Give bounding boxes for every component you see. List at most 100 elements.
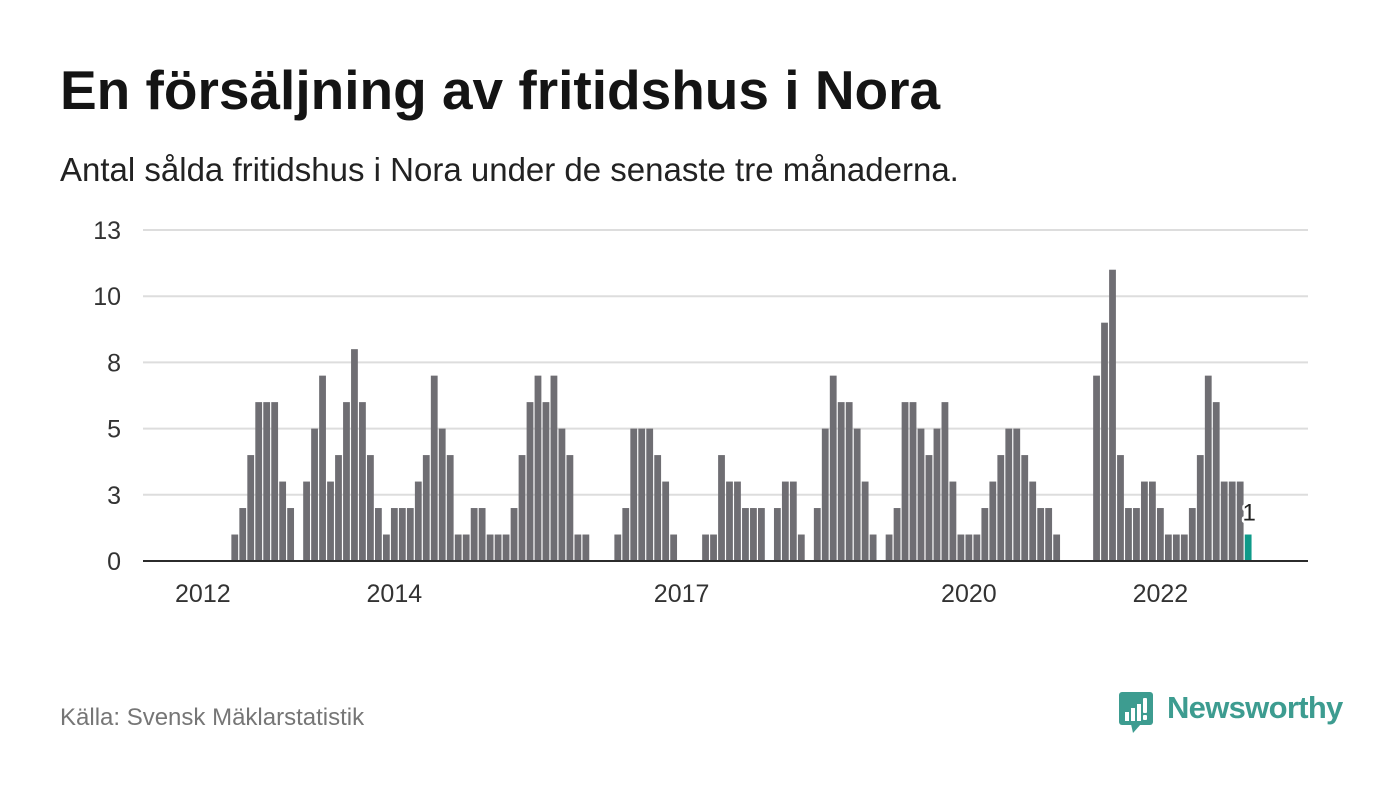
bar-2019-09 <box>933 428 941 561</box>
bar-2021-05 <box>1093 375 1100 561</box>
bar-2021-09 <box>1125 508 1132 561</box>
x-tick-label: 2012 <box>175 580 231 608</box>
bar-2014-10 <box>462 534 470 561</box>
bar-2012-11 <box>279 481 287 561</box>
bar-2019-04 <box>893 508 901 561</box>
bar-2015-02 <box>494 534 502 561</box>
bar-2020-08 <box>1021 455 1029 561</box>
bar-2015-01 <box>486 534 494 561</box>
bar-2016-01 <box>582 534 590 561</box>
bar-2022-03 <box>1172 534 1180 561</box>
bar-2015-06 <box>526 402 534 561</box>
bar-2015-03 <box>502 534 510 561</box>
latest-value-label: 1 <box>1242 500 1255 527</box>
bar-2019-08 <box>925 455 933 561</box>
bar-2016-07 <box>630 428 638 561</box>
bar-2014-08 <box>446 455 454 561</box>
bar-2020-04 <box>989 481 997 561</box>
newsworthy-logo-icon <box>1119 692 1153 733</box>
bar-2014-09 <box>454 534 462 561</box>
bar-2013-12 <box>382 534 390 561</box>
bar-2017-11 <box>758 508 765 561</box>
highlighted-bar-2022-12 <box>1244 534 1252 561</box>
bar-2017-05 <box>710 534 717 561</box>
bar-2013-05 <box>327 481 334 561</box>
bar-2018-04 <box>797 534 805 561</box>
bar-2016-06 <box>622 508 630 561</box>
bar-2017-08 <box>734 481 741 561</box>
newsworthy-logo-text: Newsworthy <box>1167 690 1343 725</box>
bar-2016-11 <box>662 481 670 561</box>
bar-2015-04 <box>510 508 518 561</box>
bar-2018-06 <box>813 508 821 561</box>
bar-2018-08 <box>829 375 837 561</box>
bar-2019-12 <box>957 534 965 561</box>
bar-2014-02 <box>398 508 406 561</box>
bar-2017-10 <box>750 508 757 561</box>
bar-2017-06 <box>718 455 725 561</box>
bar-2019-10 <box>941 402 949 561</box>
bar-2017-09 <box>742 508 749 561</box>
bar-2013-04 <box>319 375 326 561</box>
bar-2016-05 <box>614 534 622 561</box>
bar-2014-03 <box>406 508 414 561</box>
bar-2015-10 <box>558 428 566 561</box>
bar-2022-06 <box>1196 455 1204 561</box>
bar-2022-11 <box>1236 481 1244 561</box>
bar-2016-12 <box>670 534 678 561</box>
x-tick-label: 2020 <box>941 580 997 608</box>
bar-2012-10 <box>271 402 279 561</box>
bar-2018-02 <box>781 481 789 561</box>
y-tick-label: 0 <box>107 548 121 576</box>
bar-2016-10 <box>654 455 662 561</box>
bar-2014-07 <box>438 428 446 561</box>
bar-2018-09 <box>837 402 845 561</box>
bar-2019-05 <box>901 402 909 561</box>
bar-2022-08 <box>1212 402 1220 561</box>
bar-2019-06 <box>909 402 917 561</box>
bar-2014-05 <box>422 455 430 561</box>
bar-2015-12 <box>574 534 582 561</box>
bar-2012-09 <box>263 402 271 561</box>
bar-2013-08 <box>351 349 358 561</box>
bar-2021-06 <box>1101 322 1108 561</box>
bar-2013-11 <box>374 508 382 561</box>
bar-2015-08 <box>542 402 550 561</box>
bar-2014-04 <box>414 481 422 561</box>
bar-2020-03 <box>981 508 989 561</box>
bar-2019-11 <box>949 481 957 561</box>
bar-2020-11 <box>1045 508 1053 561</box>
bar-2020-02 <box>973 534 981 561</box>
y-tick-label: 5 <box>107 416 121 444</box>
chart-title: En försäljning av fritidshus i Nora <box>60 59 941 121</box>
bar-2019-07 <box>917 428 925 561</box>
source-note: Källa: Svensk Mäklarstatistik <box>60 704 365 731</box>
bar-2012-06 <box>239 508 247 561</box>
bar-2020-10 <box>1037 508 1045 561</box>
bar-2013-10 <box>367 455 374 561</box>
bar-2022-01 <box>1156 508 1164 561</box>
bar-2022-02 <box>1164 534 1172 561</box>
bar-2014-11 <box>470 508 478 561</box>
bar-2019-01 <box>869 534 877 561</box>
bar-2017-04 <box>702 534 709 561</box>
bar-2017-07 <box>726 481 733 561</box>
bar-2012-12 <box>287 508 295 561</box>
bar-2022-10 <box>1228 481 1236 561</box>
bar-2018-11 <box>853 428 861 561</box>
bar-2013-09 <box>359 402 366 561</box>
bar-2015-07 <box>534 375 542 561</box>
bar-2015-09 <box>550 375 558 561</box>
bar-2020-12 <box>1053 534 1061 561</box>
bar-2013-03 <box>311 428 318 561</box>
bar-2012-08 <box>255 402 263 561</box>
bar-2018-10 <box>845 402 853 561</box>
x-tick-label: 2014 <box>367 580 423 608</box>
bar-2014-06 <box>430 375 438 561</box>
bar-2021-11 <box>1141 481 1148 561</box>
bar-2013-07 <box>343 402 350 561</box>
bar-2022-05 <box>1188 508 1196 561</box>
bar-2018-07 <box>821 428 829 561</box>
bar-2022-04 <box>1180 534 1188 561</box>
